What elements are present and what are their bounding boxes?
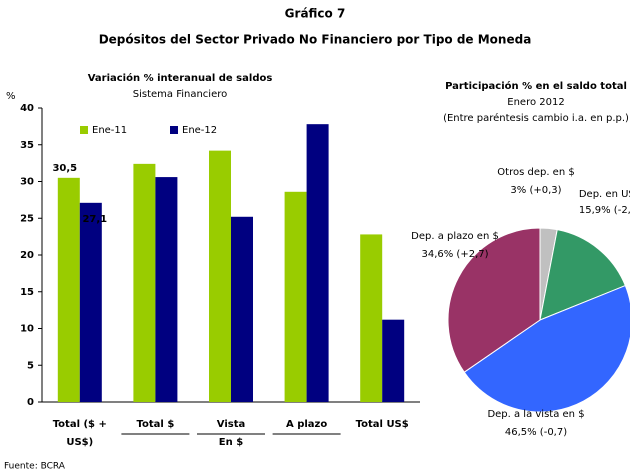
x-tick-label: A plazo bbox=[286, 419, 327, 430]
slice-value-label: 3% (+0,3) bbox=[510, 185, 561, 196]
y-tick-label: 35 bbox=[20, 140, 34, 151]
page-subtitle: Depósitos del Sector Privado No Financie… bbox=[99, 33, 532, 47]
slice-label: Otros dep. en $ bbox=[497, 167, 574, 178]
y-tick-label: 0 bbox=[27, 397, 34, 408]
slice-value-label: 15,9% (-2,3) bbox=[579, 205, 630, 216]
y-tick-label: 20 bbox=[20, 250, 34, 261]
bar bbox=[209, 150, 231, 402]
x-tick-label: Total $ bbox=[137, 419, 175, 430]
slice-label: Dep. en US$ bbox=[579, 189, 630, 200]
slice-value-label: 34,6% (+2,7) bbox=[421, 249, 488, 260]
bar bbox=[57, 177, 80, 402]
page-title: Gráfico 7 bbox=[285, 7, 346, 21]
bar bbox=[133, 163, 156, 402]
bar-subtitle: Sistema Financiero bbox=[133, 89, 228, 100]
bar bbox=[284, 191, 307, 402]
slice-value-label: 46,5% (-0,7) bbox=[505, 427, 567, 438]
bar bbox=[79, 202, 102, 402]
pie-subtitle: Enero 2012 bbox=[507, 97, 564, 108]
pie-slice bbox=[539, 229, 626, 321]
value-label: 27,1 bbox=[82, 214, 107, 225]
bar bbox=[382, 319, 405, 402]
slice-label: Dep. a la vista en $ bbox=[487, 409, 584, 420]
group-label: En $ bbox=[219, 437, 243, 448]
pie-slice bbox=[463, 284, 630, 413]
bar bbox=[231, 216, 253, 402]
y-label: % bbox=[6, 91, 16, 102]
bar-title: Variación % interanual de saldos bbox=[88, 72, 273, 84]
y-tick-label: 30 bbox=[20, 177, 34, 188]
y-tick-label: 10 bbox=[20, 324, 34, 335]
bar bbox=[306, 124, 329, 403]
x-tick-label: Vista bbox=[217, 419, 245, 430]
y-tick-label: 15 bbox=[20, 287, 34, 298]
y-tick-label: 5 bbox=[27, 360, 34, 371]
bar bbox=[360, 234, 383, 402]
y-tick-label: 40 bbox=[20, 103, 34, 114]
bar bbox=[155, 177, 178, 402]
pie-note: (Entre paréntesis cambio i.a. en p.p.) bbox=[443, 112, 629, 124]
legend-label: Ene-11 bbox=[92, 125, 127, 136]
x-tick-label: Total ($ + US$) bbox=[53, 419, 107, 448]
x-tick-label: Total US$ bbox=[356, 419, 409, 430]
value-label: 30,5 bbox=[52, 163, 77, 174]
pie-slice bbox=[447, 227, 541, 373]
y-tick-label: 25 bbox=[20, 213, 34, 224]
legend-label: Ene-12 bbox=[182, 125, 217, 136]
slice-label: Dep. a plazo en $ bbox=[411, 231, 499, 242]
legend-swatch bbox=[170, 126, 178, 134]
legend-swatch bbox=[80, 126, 88, 134]
source: Fuente: BCRA bbox=[4, 462, 66, 472]
pie-title: Participación % en el saldo total bbox=[445, 80, 627, 92]
